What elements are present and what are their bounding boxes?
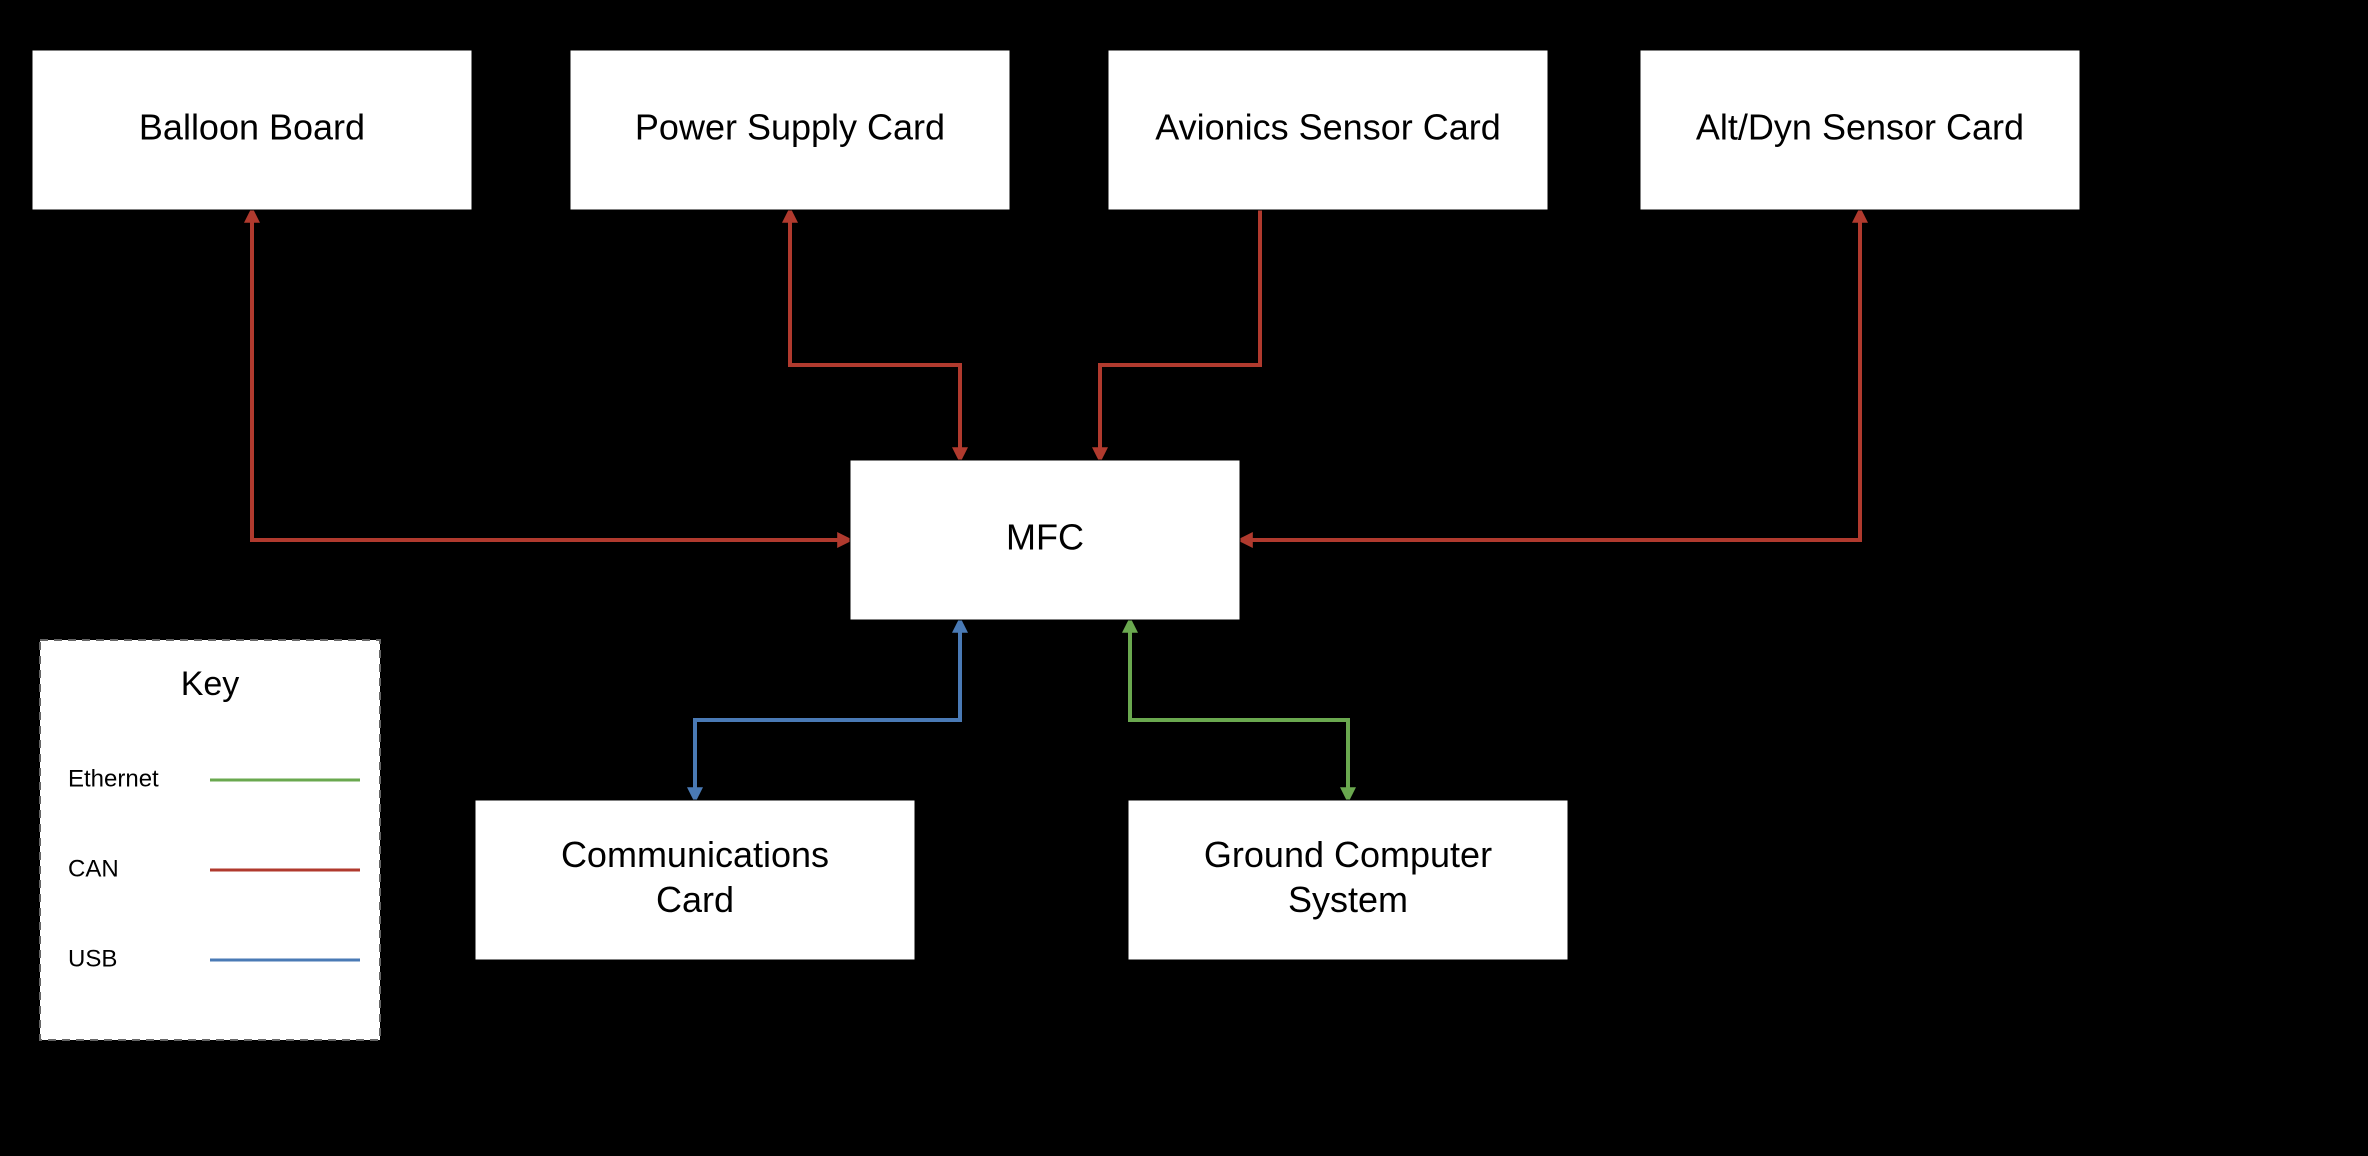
node-label-avionics: Avionics Sensor Card <box>1155 107 1501 148</box>
node-label-comms: Card <box>656 879 734 920</box>
node-label-ground: Ground Computer <box>1204 834 1492 875</box>
node-ground: Ground ComputerSystem <box>1128 800 1568 960</box>
node-label-comms: Communications <box>561 834 829 875</box>
node-mfc: MFC <box>850 460 1240 620</box>
node-power: Power Supply Card <box>570 50 1010 210</box>
edge-avionics-mfc <box>1100 210 1260 460</box>
node-altdyn: Alt/Dyn Sensor Card <box>1640 50 2080 210</box>
legend: Key Ethernet CAN USB <box>40 640 380 1040</box>
edge-balloon-mfc <box>252 210 850 540</box>
edge-power-mfc <box>790 210 960 460</box>
node-avionics: Avionics Sensor Card <box>1108 50 1548 210</box>
edge-comms-mfc <box>695 620 960 800</box>
system-diagram: Balloon Board Power Supply Card Avionics S… <box>0 0 2368 1156</box>
legend-label-usb: USB <box>68 945 117 972</box>
node-label-balloon: Balloon Board <box>139 107 365 148</box>
legend-title: Key <box>181 665 240 703</box>
node-comms: CommunicationsCard <box>475 800 915 960</box>
node-label-altdyn: Alt/Dyn Sensor Card <box>1696 107 2024 148</box>
legend-label-can: CAN <box>68 855 119 882</box>
node-label-ground: System <box>1288 879 1408 920</box>
node-label-power: Power Supply Card <box>635 107 945 148</box>
edge-ground-mfc <box>1130 620 1348 800</box>
node-balloon: Balloon Board <box>32 50 472 210</box>
edge-altdyn-mfc <box>1240 210 1860 540</box>
legend-label-ethernet: Ethernet <box>68 765 159 792</box>
node-label-mfc: MFC <box>1006 517 1084 558</box>
